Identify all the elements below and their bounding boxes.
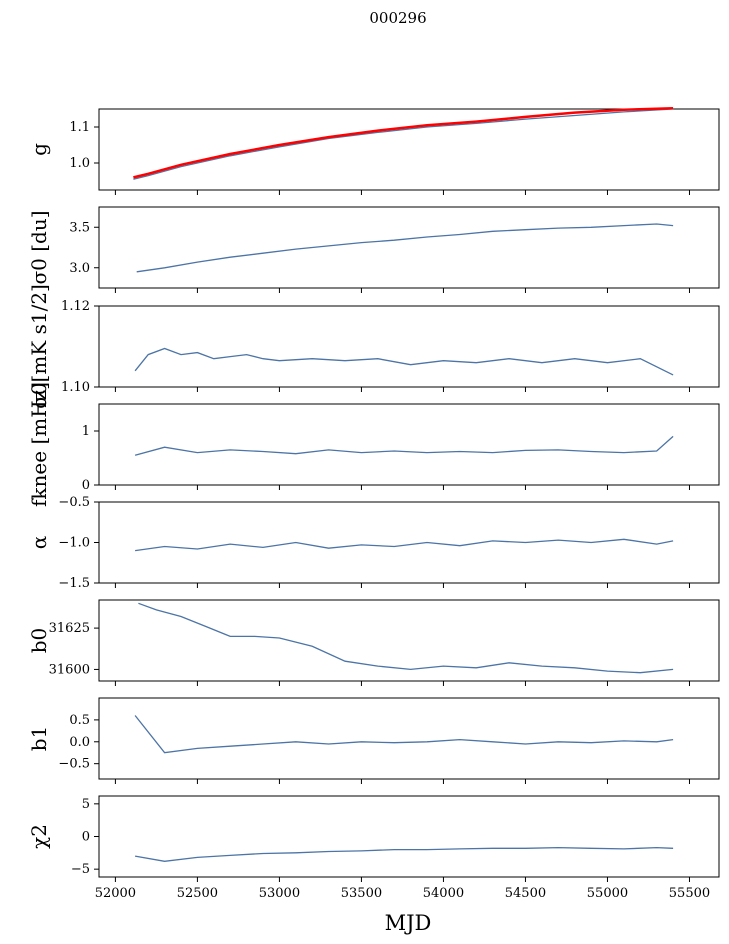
x-tick-label: 53000 xyxy=(259,886,300,901)
y-axis-label: χ2 xyxy=(27,824,51,849)
x-tick-label: 54500 xyxy=(505,886,546,901)
y-tick-label: 0 xyxy=(82,830,90,845)
x-tick-label: 53500 xyxy=(341,886,382,901)
y-axis-label: b0 xyxy=(27,628,51,654)
series-line-1 xyxy=(134,435,674,456)
panel-frame xyxy=(98,403,720,486)
x-tick-label: 55000 xyxy=(587,886,628,901)
panel-7: −0.5 0.0 0.5 b1 xyxy=(27,697,720,784)
y-axis-label: g xyxy=(27,143,51,156)
y-axis-label: fknee [mHz] xyxy=(27,382,51,507)
y-tick-label: 3.0 xyxy=(69,261,90,276)
x-tick-label: 52500 xyxy=(177,886,218,901)
series-line-1 xyxy=(134,347,674,376)
x-axis-label: MJD xyxy=(385,911,432,935)
panel-frame xyxy=(98,795,720,878)
series-line-1 xyxy=(134,715,674,754)
panel-2: 3.0 3.5 σ0 [du] xyxy=(27,206,720,293)
panel-4: 0 1 fknee [mHz] xyxy=(27,382,720,507)
panel-frame xyxy=(98,697,720,780)
y-axis-label: α xyxy=(27,536,51,550)
panel-frame xyxy=(98,599,720,682)
x-tick-label: 55500 xyxy=(669,886,710,901)
y-tick-label: 0.0 xyxy=(69,735,90,750)
y-tick-label: 3.5 xyxy=(69,220,90,235)
y-tick-label: −5 xyxy=(71,862,90,877)
panel-1: 1.0 1.1 g xyxy=(27,107,720,195)
panel-frame xyxy=(98,305,720,388)
series-line-1 xyxy=(138,602,674,674)
series-line-1 xyxy=(134,846,674,862)
y-tick-label: −1.5 xyxy=(58,576,90,591)
y-tick-label: 0 xyxy=(82,478,90,493)
series-line-1 xyxy=(136,223,674,273)
y-tick-label: 1.1 xyxy=(69,120,90,135)
panel-frame xyxy=(98,501,720,584)
y-tick-label: −1.0 xyxy=(58,536,90,551)
series-line-1 xyxy=(133,108,674,180)
x-tick-label: 52000 xyxy=(95,886,136,901)
panel-frame xyxy=(98,206,720,289)
y-axis-label: σ0 [du] xyxy=(27,210,51,284)
figure-title: 000296 xyxy=(369,9,426,27)
y-axis-label: b1 xyxy=(27,726,51,752)
y-axis-label: σ0[mK s1/2] xyxy=(27,284,51,409)
y-tick-label: 31600 xyxy=(49,662,90,677)
y-tick-label: 1.10 xyxy=(61,380,90,395)
panel-3: 1.10 1.12 σ0[mK s1/2] xyxy=(27,284,720,409)
y-tick-label: 1.12 xyxy=(61,299,90,314)
series-line-1 xyxy=(135,538,674,552)
panel-frame xyxy=(98,108,720,191)
panel-8: −5 0 5 χ2 xyxy=(27,795,720,882)
y-tick-label: −0.5 xyxy=(58,757,90,772)
y-tick-label: 0.5 xyxy=(69,713,90,728)
x-tick-label: 54000 xyxy=(423,886,464,901)
series-line-2 xyxy=(133,107,674,179)
y-tick-label: −0.5 xyxy=(58,495,90,510)
y-tick-label: 1 xyxy=(82,424,90,439)
y-tick-label: 1.0 xyxy=(69,156,90,171)
panel-5: −1.5 −1.0 −0.5 α xyxy=(27,495,720,591)
y-tick-label: 31625 xyxy=(49,621,90,636)
y-tick-label: 5 xyxy=(82,797,90,812)
